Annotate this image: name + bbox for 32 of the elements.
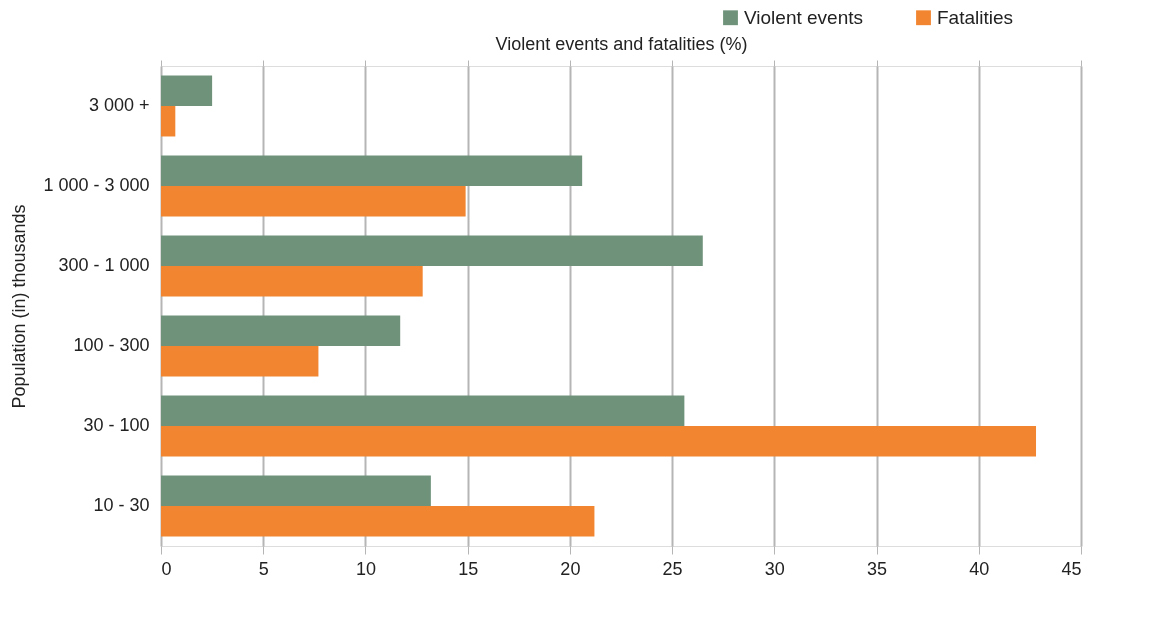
bar <box>161 346 319 377</box>
bar <box>161 506 595 537</box>
bar <box>161 186 466 217</box>
bar <box>161 426 1037 457</box>
y-tick-label: 100 - 300 <box>73 335 150 355</box>
x-tick-label: 20 <box>560 558 581 579</box>
y-tick-label: 300 - 1 000 <box>58 255 150 275</box>
bar <box>161 75 213 106</box>
bar <box>161 235 703 266</box>
y-tick-label: 3 000 + <box>88 95 150 115</box>
bar <box>161 315 401 346</box>
x-tick-label: 45 <box>1061 558 1082 579</box>
bar <box>161 155 583 186</box>
x-tick-label: 10 <box>355 558 376 579</box>
bar <box>161 475 431 506</box>
y-tick-label: 10 - 30 <box>93 495 150 515</box>
x-tick-label: 35 <box>867 558 888 579</box>
x-tick-label: 25 <box>662 558 683 579</box>
y-tick-label: 1 000 - 3 000 <box>43 175 150 195</box>
x-tick-label: 30 <box>764 558 785 579</box>
bar <box>161 106 176 137</box>
x-tick-label: 15 <box>458 558 479 579</box>
x-axis-title: Violent events and fatalities (%) <box>495 34 748 54</box>
legend-label: Fatalities <box>937 6 1014 28</box>
bar <box>161 395 685 426</box>
y-tick-label: 30 - 100 <box>83 415 150 435</box>
x-tick-label: 0 <box>161 558 172 579</box>
bar <box>161 266 423 297</box>
x-tick-label: 5 <box>258 558 269 579</box>
legend-label: Violent events <box>744 6 864 28</box>
y-axis-title: Population (in) thousands <box>9 204 30 409</box>
x-tick-label: 40 <box>969 558 990 579</box>
